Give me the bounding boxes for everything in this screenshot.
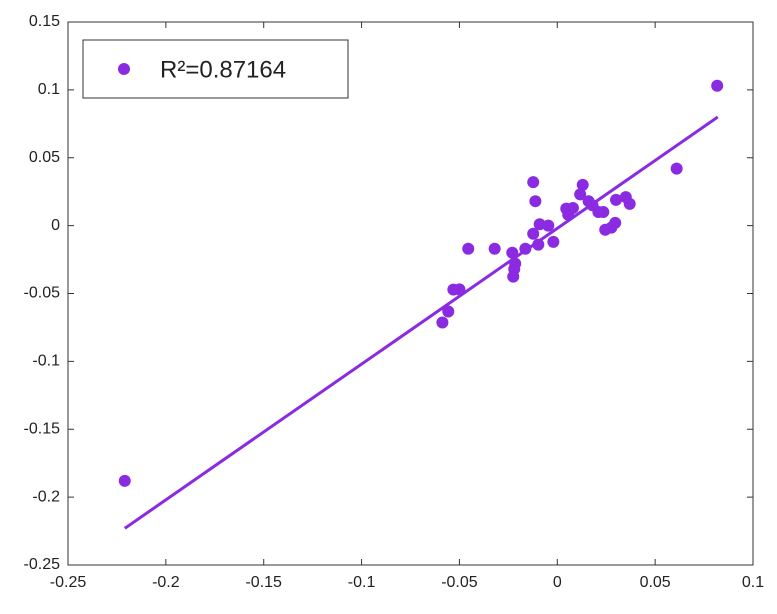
y-tick-label: -0.1 <box>32 353 60 370</box>
y-tick-label: -0.05 <box>24 285 61 302</box>
y-tick-label: 0.15 <box>29 13 60 30</box>
point <box>509 257 522 270</box>
point <box>670 162 683 175</box>
point <box>547 235 560 248</box>
fit-line <box>123 115 719 530</box>
x-tick-label: -0.25 <box>50 574 87 591</box>
point <box>566 201 579 214</box>
y-tick-label: -0.2 <box>32 488 60 505</box>
point <box>532 238 545 251</box>
point <box>529 195 542 208</box>
point <box>519 242 532 255</box>
legend-label: R²=0.87164 <box>160 56 286 83</box>
point <box>609 216 622 229</box>
point <box>507 270 520 283</box>
point <box>453 283 466 296</box>
point <box>542 219 555 232</box>
x-tick-label: -0.05 <box>441 574 478 591</box>
point <box>623 197 636 210</box>
point <box>527 176 540 189</box>
point <box>462 242 475 255</box>
x-tick-label: -0.1 <box>348 574 376 591</box>
point <box>574 188 587 201</box>
point <box>488 242 501 255</box>
point <box>527 227 540 240</box>
plot-frame <box>67 21 754 566</box>
point <box>506 246 519 259</box>
point <box>597 206 610 219</box>
x-tick-label: -0.2 <box>152 574 180 591</box>
point <box>442 305 455 318</box>
legend-marker <box>118 63 130 75</box>
y-tick-label: -0.15 <box>24 420 61 437</box>
point <box>118 474 131 487</box>
x-tick-label: 0.05 <box>640 574 671 591</box>
point <box>436 316 449 329</box>
y-tick-label: 0.05 <box>29 149 60 166</box>
x-tick-label: 0.1 <box>742 574 764 591</box>
point <box>711 79 724 92</box>
x-tick-label: 0 <box>553 574 562 591</box>
point <box>610 193 622 206</box>
y-tick-label: 0 <box>51 217 60 234</box>
x-tick-label: -0.15 <box>245 574 282 591</box>
y-tick-label: 0.1 <box>38 81 60 98</box>
point <box>576 178 589 191</box>
y-tick-label: -0.25 <box>24 556 61 573</box>
